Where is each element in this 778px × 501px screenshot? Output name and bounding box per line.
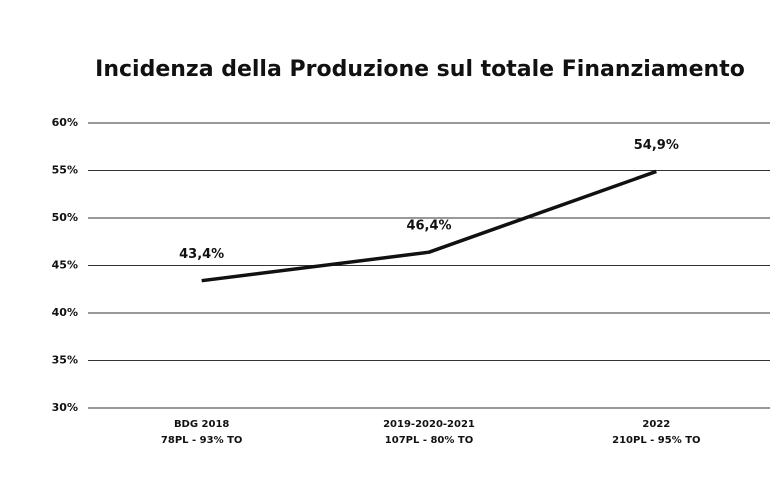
chart-title: Incidenza della Produzione sul totale Fi… — [95, 57, 745, 82]
y-tick-label: 35% — [52, 354, 78, 367]
data-label: 54,9% — [634, 138, 679, 153]
y-tick-label: 45% — [52, 259, 78, 272]
x-tick-label: BDG 2018 — [174, 419, 229, 430]
y-tick-label: 50% — [52, 211, 78, 224]
data-label: 46,4% — [406, 219, 451, 234]
x-tick-label: 78PL - 93% TO — [161, 435, 242, 446]
x-tick-label: 107PL - 80% TO — [385, 435, 473, 446]
data-label: 43,4% — [179, 247, 224, 262]
x-tick-label: 2022 — [642, 419, 670, 430]
x-tick-label: 210PL - 95% TO — [612, 435, 700, 446]
line — [201, 169, 657, 283]
y-tick-label: 30% — [52, 401, 78, 414]
x-tick-label: 2019-2020-2021 — [383, 419, 475, 430]
y-tick-label: 60% — [52, 116, 78, 129]
y-tick-label: 55% — [52, 164, 78, 177]
y-tick-label: 40% — [52, 306, 78, 319]
